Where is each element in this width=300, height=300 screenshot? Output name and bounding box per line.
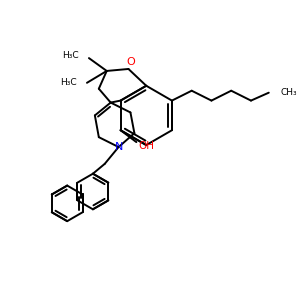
Text: OH: OH [138,141,154,151]
Text: N: N [114,142,123,152]
Text: H₃C: H₃C [61,78,77,87]
Text: H₃C: H₃C [62,51,79,60]
Text: CH₃: CH₃ [280,88,297,97]
Text: O: O [126,57,135,67]
